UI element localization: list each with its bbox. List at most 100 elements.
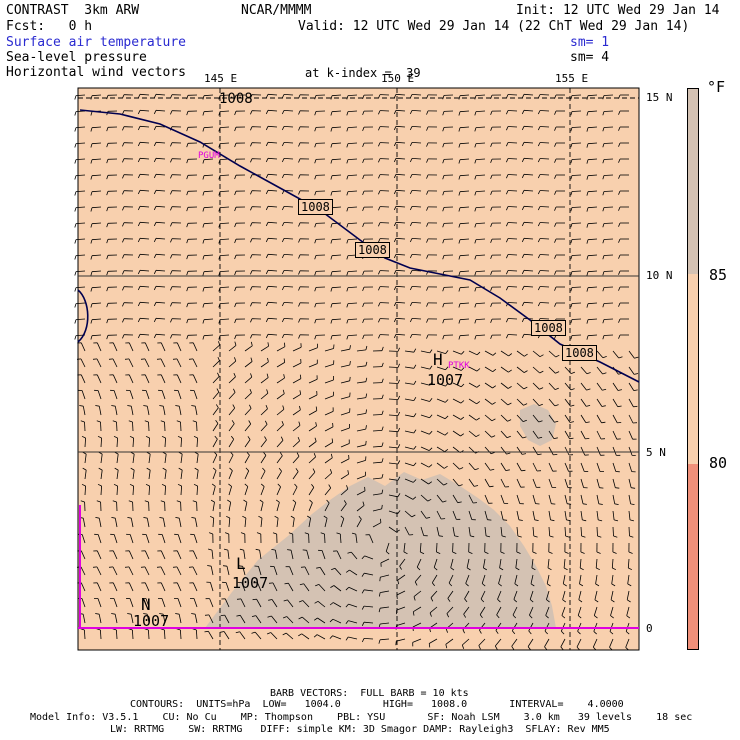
wind-barb-flag [314, 127, 317, 132]
wind-barb-shaft [380, 574, 390, 578]
station-label: PGUM [198, 151, 220, 161]
wind-barb-flag [186, 287, 189, 292]
wind-barb-flag [480, 598, 485, 603]
wind-barb-flag [266, 373, 269, 378]
wind-barb-shaft [193, 390, 198, 400]
wind-barb-shaft [203, 222, 214, 225]
wind-barb-flag [294, 483, 298, 488]
wind-barb-shaft [84, 454, 87, 464]
wind-barb-shaft [452, 414, 461, 420]
wind-barb-flag [82, 467, 87, 471]
wind-barb-shaft [356, 397, 366, 400]
wind-barb-flag [554, 174, 557, 179]
wind-barb-flag [378, 142, 381, 147]
wind-barb-shaft [587, 190, 598, 193]
wind-barb-shaft [388, 478, 398, 481]
wind-barb-shaft [132, 485, 134, 496]
wind-barb-flag [186, 319, 189, 324]
wind-barb-shaft [82, 614, 86, 624]
wind-barb-flag [361, 555, 365, 560]
wind-barb-flag [282, 389, 285, 394]
wind-barb-shaft [288, 582, 294, 592]
wind-barb-flag [564, 551, 569, 554]
wind-barb-shaft [475, 174, 486, 176]
wind-barb-shaft [289, 566, 294, 576]
wind-barb-shaft [347, 206, 358, 208]
wind-barb-shaft [468, 430, 477, 438]
wind-barb-flag [553, 454, 558, 456]
wind-barb-flag [170, 238, 173, 243]
wind-barb-shaft [587, 254, 598, 257]
wind-barb-shaft [219, 222, 230, 224]
wind-barb-shaft [203, 126, 214, 129]
wind-barb-shaft [603, 174, 614, 176]
wind-barb-flag [351, 532, 356, 535]
wind-barb-shaft [319, 567, 326, 576]
wind-barb-shaft [587, 174, 598, 177]
wind-barb-shaft [548, 398, 556, 407]
wind-barb-flag [265, 126, 269, 131]
wind-barb-flag [521, 254, 525, 259]
wind-barb-flag [122, 222, 125, 227]
wind-barb-shaft [436, 350, 446, 354]
wind-barb-flag [457, 501, 462, 504]
wind-barb-flag [298, 302, 301, 307]
wind-barb-flag [554, 254, 557, 259]
wind-barb-flag [298, 286, 301, 291]
wind-barb-shaft [500, 414, 508, 422]
wind-barb-shaft [219, 174, 230, 176]
wind-barb-flag [602, 388, 607, 391]
wind-barb-flag [349, 361, 351, 366]
wind-barb-flag [378, 190, 381, 195]
wind-barb-shaft [579, 558, 582, 569]
wind-barb-shaft [219, 190, 230, 192]
wind-barb-shaft [75, 270, 86, 272]
wind-barb-shaft [82, 518, 86, 528]
wind-barb-flag [328, 484, 332, 489]
wind-barb-flag [378, 158, 381, 163]
wind-barb-shaft [500, 398, 509, 406]
wind-barb-flag [503, 519, 508, 521]
contour-legend: CONTOURS: UNITS=hPa LOW= 1004.0 HIGH= 10… [130, 699, 624, 710]
wind-barb-flag [234, 143, 237, 148]
wind-barb-shaft [478, 638, 486, 646]
wind-barb-shaft [436, 398, 446, 403]
wind-barb-flag [445, 350, 449, 354]
wind-barb-shaft [571, 222, 582, 224]
wind-barb-shaft [404, 494, 414, 500]
wind-barb-flag [106, 287, 109, 292]
wind-barb-shaft [495, 622, 502, 631]
wind-barb-flag [491, 401, 496, 405]
wind-barb-shaft [628, 494, 631, 504]
wind-barb-flag [511, 630, 516, 635]
wind-barb-shaft [363, 621, 374, 624]
wind-barb-flag [490, 174, 493, 179]
wind-barb-shaft [260, 424, 268, 432]
wind-barb-flag [74, 95, 77, 100]
wind-barb-shaft [463, 606, 470, 615]
wind-barb-flag [161, 435, 166, 439]
wind-barb-shaft [539, 238, 550, 240]
wind-barb-flag [429, 430, 433, 435]
wind-barb-shaft [224, 598, 230, 608]
wind-barb-flag [186, 191, 189, 196]
wind-barb-flag [74, 143, 77, 148]
wind-barb-shaft [452, 350, 462, 355]
wind-barb-flag [361, 589, 365, 594]
wind-barb-shaft [203, 270, 214, 273]
wind-barb-flag [393, 302, 397, 307]
wind-barb-flag [474, 127, 477, 132]
wind-barb-shaft [404, 414, 414, 418]
wind-barb-flag [586, 335, 589, 340]
wind-barb-shaft [404, 446, 414, 450]
wind-barb-flag [215, 404, 219, 409]
wind-barb-flag [137, 190, 141, 195]
wind-barb-flag [521, 174, 525, 179]
wind-barb-flag [581, 535, 586, 538]
wind-barb-flag [202, 239, 205, 244]
wind-barb-flag [397, 460, 401, 465]
wind-barb-shaft [459, 222, 470, 225]
wind-barb-flag [474, 239, 477, 244]
wind-barb-flag [397, 580, 400, 585]
wind-barb-flag [426, 222, 429, 227]
